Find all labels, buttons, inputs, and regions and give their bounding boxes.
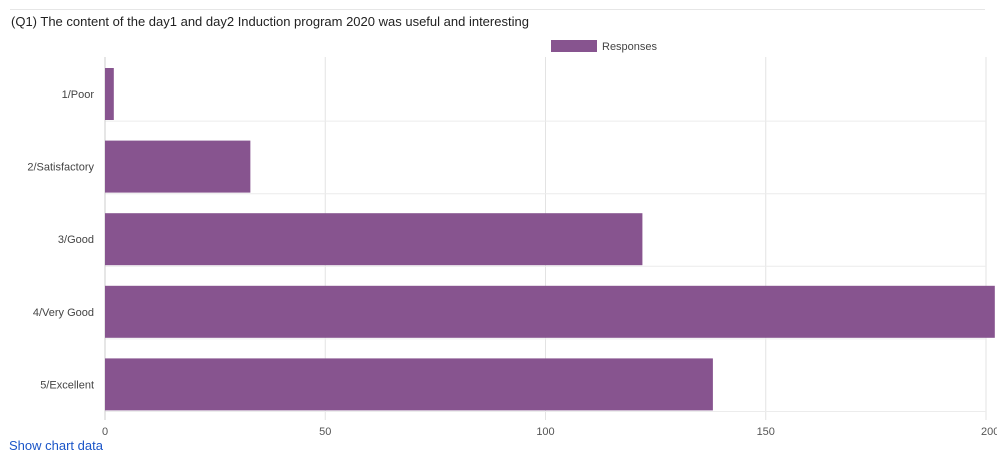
x-tick-label: 200	[981, 426, 997, 438]
category-labels: 1/Poor 2/Satisfactory 3/Good 4/Very Good 5/E…	[27, 89, 94, 391]
top-divider	[10, 9, 985, 10]
category-label: 4/Very Good	[33, 307, 94, 319]
show-chart-data-link[interactable]: Show chart data	[9, 438, 103, 453]
bar	[105, 358, 713, 411]
bar	[105, 285, 995, 338]
bar	[105, 68, 114, 120]
legend-label: Responses	[602, 41, 658, 53]
chart-title: (Q1) The content of the day1 and day2 In…	[11, 14, 529, 29]
legend-swatch	[551, 40, 597, 52]
category-label: 3/Good	[58, 234, 94, 246]
x-tick-label: 100	[536, 426, 554, 438]
x-tick-label: 150	[757, 426, 775, 438]
x-tick-label: 0	[102, 426, 108, 438]
category-label: 5/Excellent	[40, 379, 94, 391]
x-tick-label: 50	[319, 426, 331, 438]
x-tick-labels: 0 50 100 150 200	[102, 426, 997, 438]
bars	[105, 68, 995, 411]
category-label: 1/Poor	[62, 89, 95, 101]
bar	[105, 140, 251, 193]
category-label: 2/Satisfactory	[27, 162, 94, 174]
legend: Responses	[551, 40, 658, 53]
bar	[105, 213, 643, 266]
